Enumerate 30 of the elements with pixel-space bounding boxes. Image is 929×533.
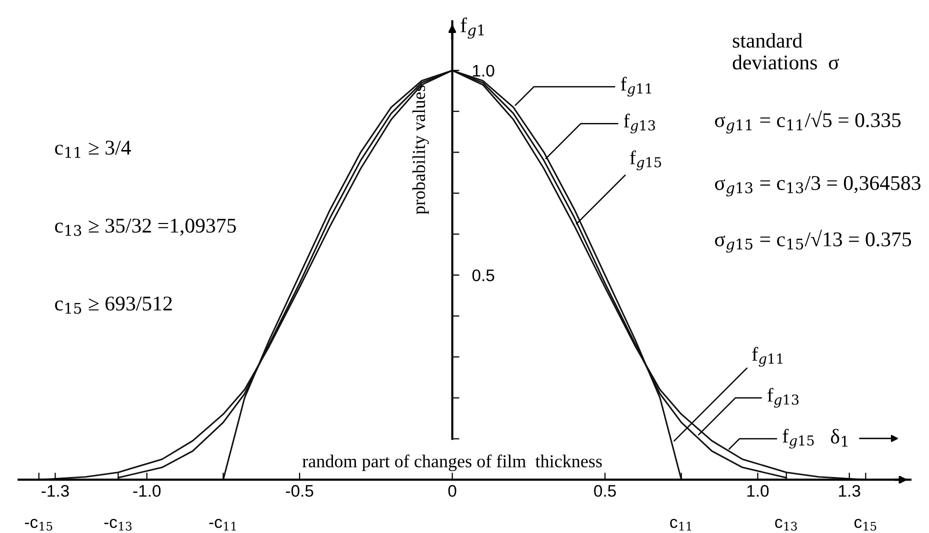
annotation: c$_{11}$ ≥ 3/4 [55,140,131,158]
annotation: δ$_{1}$ [830,428,848,447]
annotation: c$_{11}$ [670,518,692,530]
annotation: c$_{13}$ [775,518,797,531]
x-tick-label: 1.3 [839,485,860,497]
y-axis-title: probability values [412,85,429,214]
x-tick-label: 0 [448,485,456,497]
annotation: f$_{g13}$ [767,388,799,408]
annotation: c$_{13}$ ≥ 35/32 =1,09375 [55,218,236,236]
annotation: σ$_{g11}$ = c$_{11}$/√5 = 0.335 [715,110,901,134]
annotation: σ$_{g15}$ = c$_{15}$/√13 = 0.375 [715,230,912,253]
x-tick-label: -1.0 [133,485,161,497]
x-axis-title: random part of changes of film thickness [302,454,602,472]
annotation: f$_{g11}$ [752,346,782,367]
annotation: c$_{15}$ [854,518,876,531]
x-tick-label: 0.5 [594,485,616,497]
annotation: f$_{g13}$ [624,114,655,134]
annotation: f$_{g1}$ [460,17,484,39]
annotation: c$_{15}$ ≥ 693/512 [55,296,172,314]
annotation: standard deviations σ [732,33,840,70]
x-tick-label: 1.0 [747,485,769,497]
annotation: f$_{g15}$ [782,428,814,448]
annotation: f$_{g15}$ [630,150,662,170]
annotation: -c$_{15}$ [24,518,52,531]
x-tick-label: -1.3 [42,485,69,497]
annotation: -c$_{11}$ [209,518,236,530]
annotation: -c$_{13}$ [104,518,132,531]
x-tick-label: -0.5 [286,485,314,497]
annotation: f$_{g11}$ [620,76,652,97]
annotation: σ$_{g13}$ = c$_{13}$/3 = 0,364583 [715,176,920,196]
